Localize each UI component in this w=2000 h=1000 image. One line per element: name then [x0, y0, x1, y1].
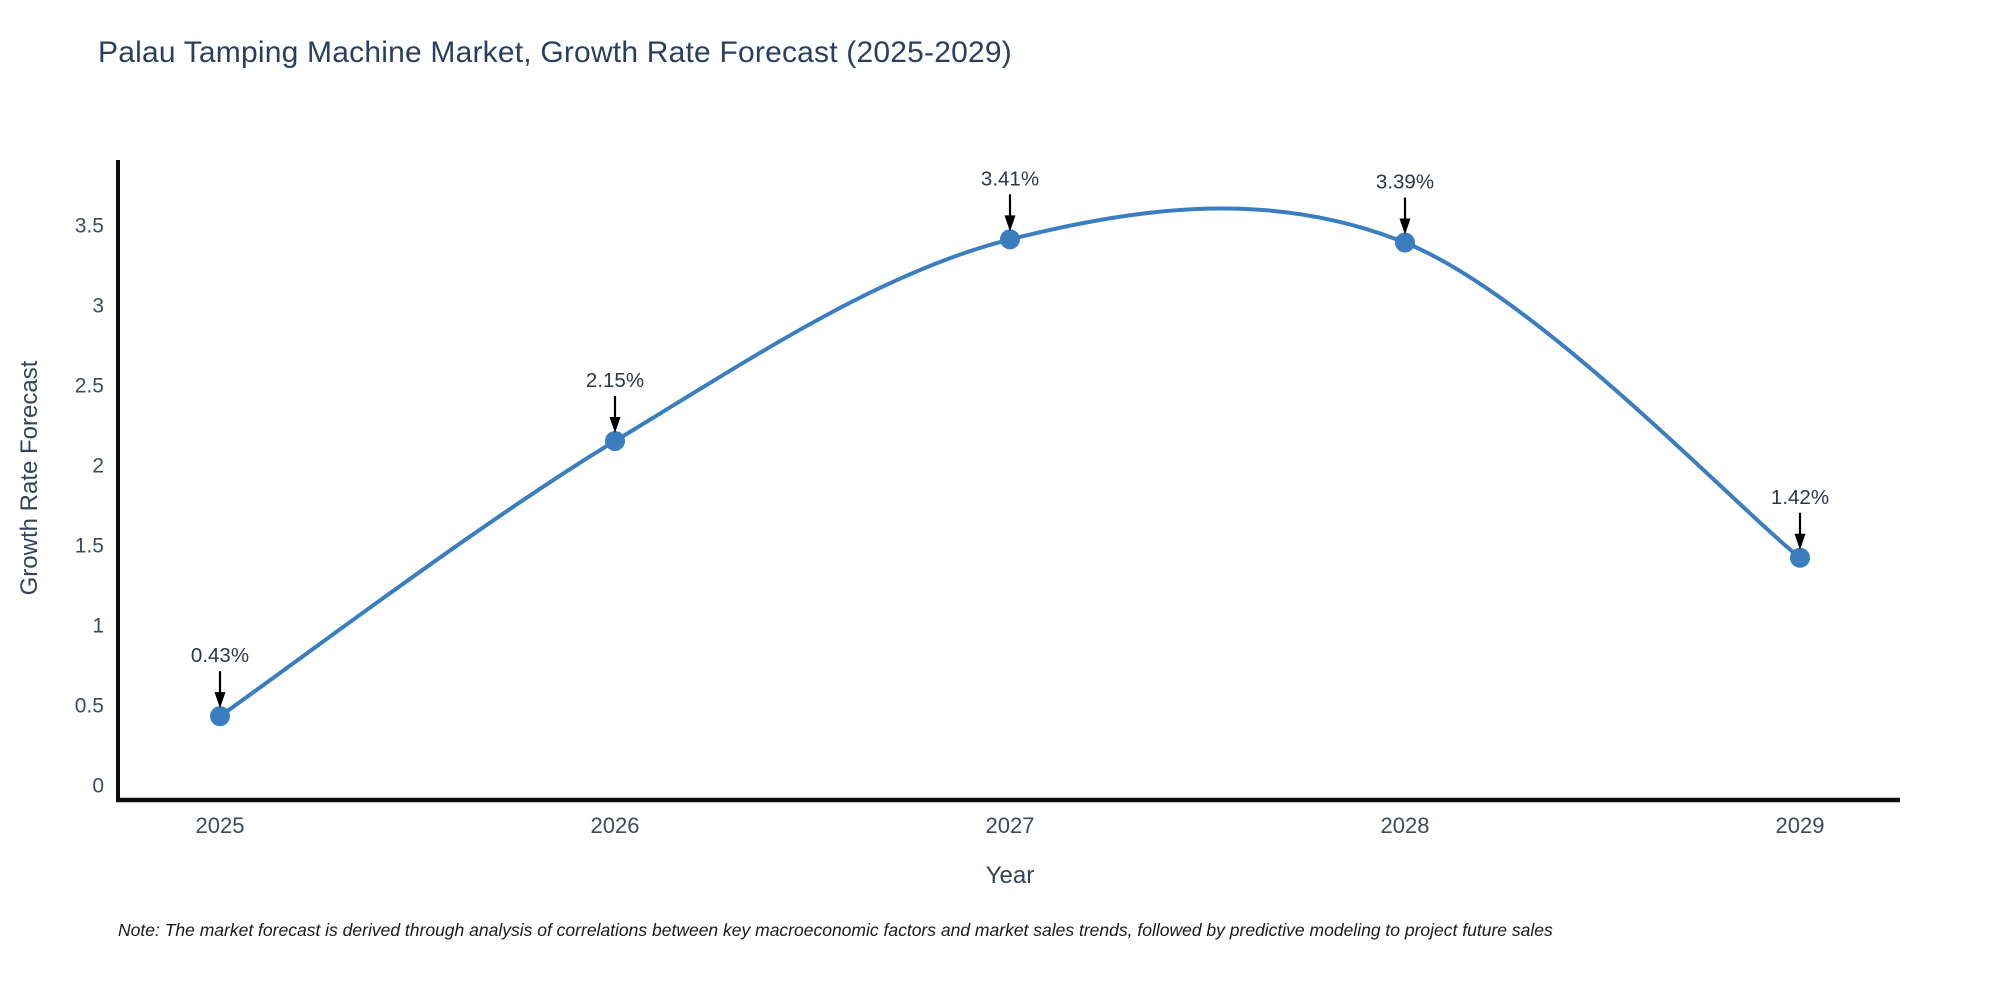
y-tick-label: 3 [92, 294, 104, 317]
chart-title: Palau Tamping Machine Market, Growth Rat… [98, 36, 1012, 69]
annotation-label: 1.42% [1771, 486, 1829, 509]
x-tick-label: 2029 [1776, 813, 1825, 838]
y-tick-label: 3.5 [75, 214, 104, 237]
annotation-arrowhead [214, 692, 226, 709]
annotation-arrowhead [1004, 215, 1016, 232]
y-tick-label: 1.5 [75, 534, 104, 557]
y-tick-label: 2.5 [75, 374, 104, 397]
x-tick-label: 2028 [1381, 813, 1430, 838]
x-tick-label: 2025 [196, 813, 245, 838]
data-point-marker [1000, 229, 1020, 250]
annotation-label: 0.43% [191, 644, 249, 667]
trend-line [218, 206, 1802, 719]
x-axis-title: Year [985, 862, 1035, 889]
x-tick-label: 2026 [591, 813, 640, 838]
annotation-label: 2.15% [586, 369, 644, 392]
data-point-marker [1790, 547, 1810, 568]
data-point-marker [605, 430, 625, 451]
annotation-label: 3.41% [981, 167, 1039, 190]
data-point-marker [1395, 232, 1415, 253]
y-tick-label: 1 [92, 614, 104, 637]
y-tick-label: 0 [92, 774, 104, 797]
annotation-arrowhead [1794, 533, 1806, 550]
x-tick-label: 2027 [986, 813, 1035, 838]
annotation-arrowhead [1399, 218, 1411, 235]
annotation-arrowhead [609, 416, 621, 433]
footnote: Note: The market forecast is derived thr… [118, 920, 1553, 940]
y-axis-title: Growth Rate Forecast [16, 360, 43, 596]
y-tick-label: 0.5 [75, 694, 104, 717]
y-tick-label: 2 [92, 454, 104, 477]
data-point-marker [210, 706, 230, 727]
annotation-label: 3.39% [1376, 171, 1434, 194]
